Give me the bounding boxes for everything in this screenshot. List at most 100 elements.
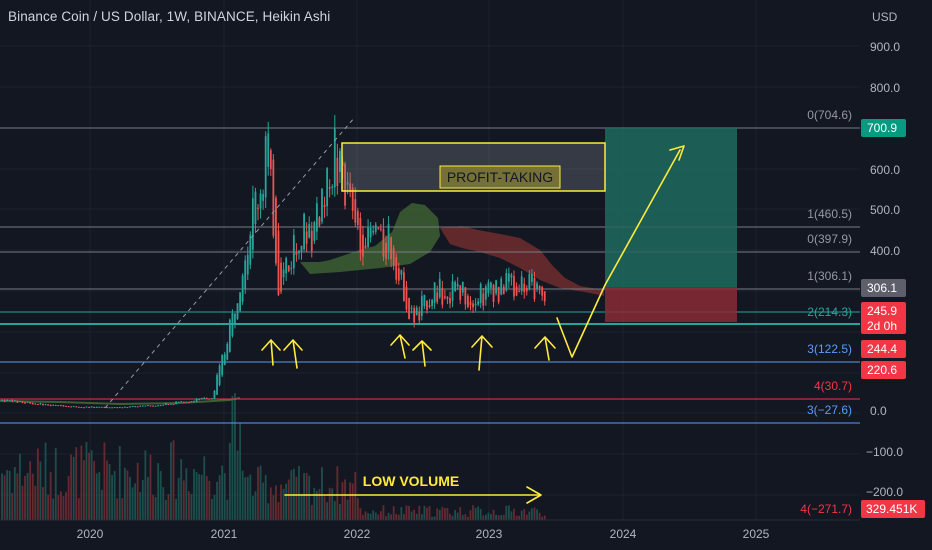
candle	[477, 301, 480, 305]
volume-bar	[344, 479, 346, 520]
price-badge-entry: 306.1	[861, 279, 906, 297]
candle	[500, 278, 503, 295]
volume-bar	[354, 472, 357, 520]
candle	[93, 406, 96, 408]
candle	[144, 405, 147, 407]
y-tick: 600.0	[870, 163, 900, 177]
candle	[344, 163, 346, 206]
volume-bar	[103, 442, 106, 520]
volume-bar	[433, 516, 436, 520]
volume-bar	[134, 483, 137, 520]
volume-bar	[13, 466, 16, 520]
candle	[300, 246, 303, 253]
candle	[11, 400, 14, 402]
candle	[536, 283, 538, 289]
volume-bar	[141, 479, 144, 520]
candle	[195, 398, 198, 402]
candle	[157, 405, 160, 407]
candle	[264, 136, 267, 198]
volume-bar	[126, 470, 129, 520]
time-axis[interactable]: 2020 2021 2022 2023 2024 2025	[0, 519, 860, 541]
volume-bar	[185, 468, 188, 520]
volume-bar	[203, 456, 206, 520]
candle	[356, 210, 359, 225]
price-axis[interactable]: USD 900.0 800.0 600.0 500.0 400.0 0.0 −1…	[861, 10, 925, 518]
volume-bar	[385, 516, 387, 520]
candle	[208, 398, 211, 400]
candle	[287, 265, 290, 272]
volume-bar	[52, 498, 55, 520]
candle	[420, 296, 423, 316]
candle	[505, 273, 508, 291]
candle	[479, 284, 482, 303]
candle	[359, 217, 362, 252]
candle	[39, 403, 42, 405]
candle	[6, 399, 9, 402]
volume-bar	[295, 476, 298, 520]
volume-bar	[16, 473, 19, 520]
volume-bar	[461, 515, 464, 520]
volume-bar	[121, 498, 124, 520]
arrow-up-icon	[471, 335, 493, 371]
svg-text:329.451K: 329.451K	[866, 502, 917, 516]
volume-bar	[392, 506, 395, 520]
volume-bar	[272, 495, 275, 520]
candle	[451, 281, 454, 301]
volume-bar	[249, 474, 252, 520]
candle	[1, 399, 3, 401]
candle	[113, 407, 116, 409]
price-badge-stop: 220.6	[861, 361, 906, 379]
volume-bar	[541, 516, 544, 520]
volume-bar	[157, 463, 160, 520]
candle	[216, 374, 218, 395]
volume-bar	[415, 513, 418, 520]
low-volume-label: LOW VOLUME	[363, 473, 459, 489]
candle	[382, 229, 385, 257]
volume-bar	[106, 460, 108, 520]
volume-bar	[313, 487, 316, 520]
candle	[464, 287, 467, 305]
volume-bar	[136, 462, 139, 520]
candle	[198, 398, 201, 400]
candle	[523, 283, 526, 292]
candle	[139, 405, 142, 407]
volume-bar	[152, 494, 154, 520]
volume-bar	[321, 467, 323, 520]
candle	[487, 282, 490, 293]
candle	[182, 401, 185, 403]
volume-bar	[49, 471, 52, 520]
candle	[249, 234, 252, 265]
fib-label: 4(30.7)	[814, 379, 852, 393]
volume-bar	[326, 502, 329, 520]
svg-text:306.1: 306.1	[867, 281, 897, 295]
candle	[26, 401, 29, 403]
volume-bar	[336, 466, 339, 520]
candle	[428, 305, 431, 307]
candle	[254, 191, 257, 224]
volume-bar	[90, 450, 93, 520]
candle	[83, 407, 85, 409]
lagging-line	[0, 397, 241, 406]
volume-bar	[164, 499, 167, 520]
volume-bar	[441, 506, 444, 520]
candle	[21, 401, 24, 403]
volume-bar	[536, 509, 538, 520]
volume-bar	[374, 512, 377, 520]
candle	[162, 404, 165, 406]
currency-label: USD	[872, 10, 898, 24]
y-tick: 400.0	[870, 244, 900, 258]
volume-bar	[379, 511, 382, 520]
candle	[379, 228, 382, 230]
volume-bar	[387, 512, 390, 520]
long-position-tool[interactable]	[605, 128, 737, 322]
candle	[24, 402, 26, 404]
volume-bar	[47, 494, 49, 520]
volume-bar	[484, 514, 487, 520]
candle	[70, 406, 73, 408]
price-badge-target: 700.9	[861, 119, 906, 137]
volume-bar	[216, 481, 218, 520]
volume-bar	[543, 515, 546, 520]
volume-bar	[31, 473, 34, 520]
svg-text:245.9: 245.9	[867, 304, 897, 318]
